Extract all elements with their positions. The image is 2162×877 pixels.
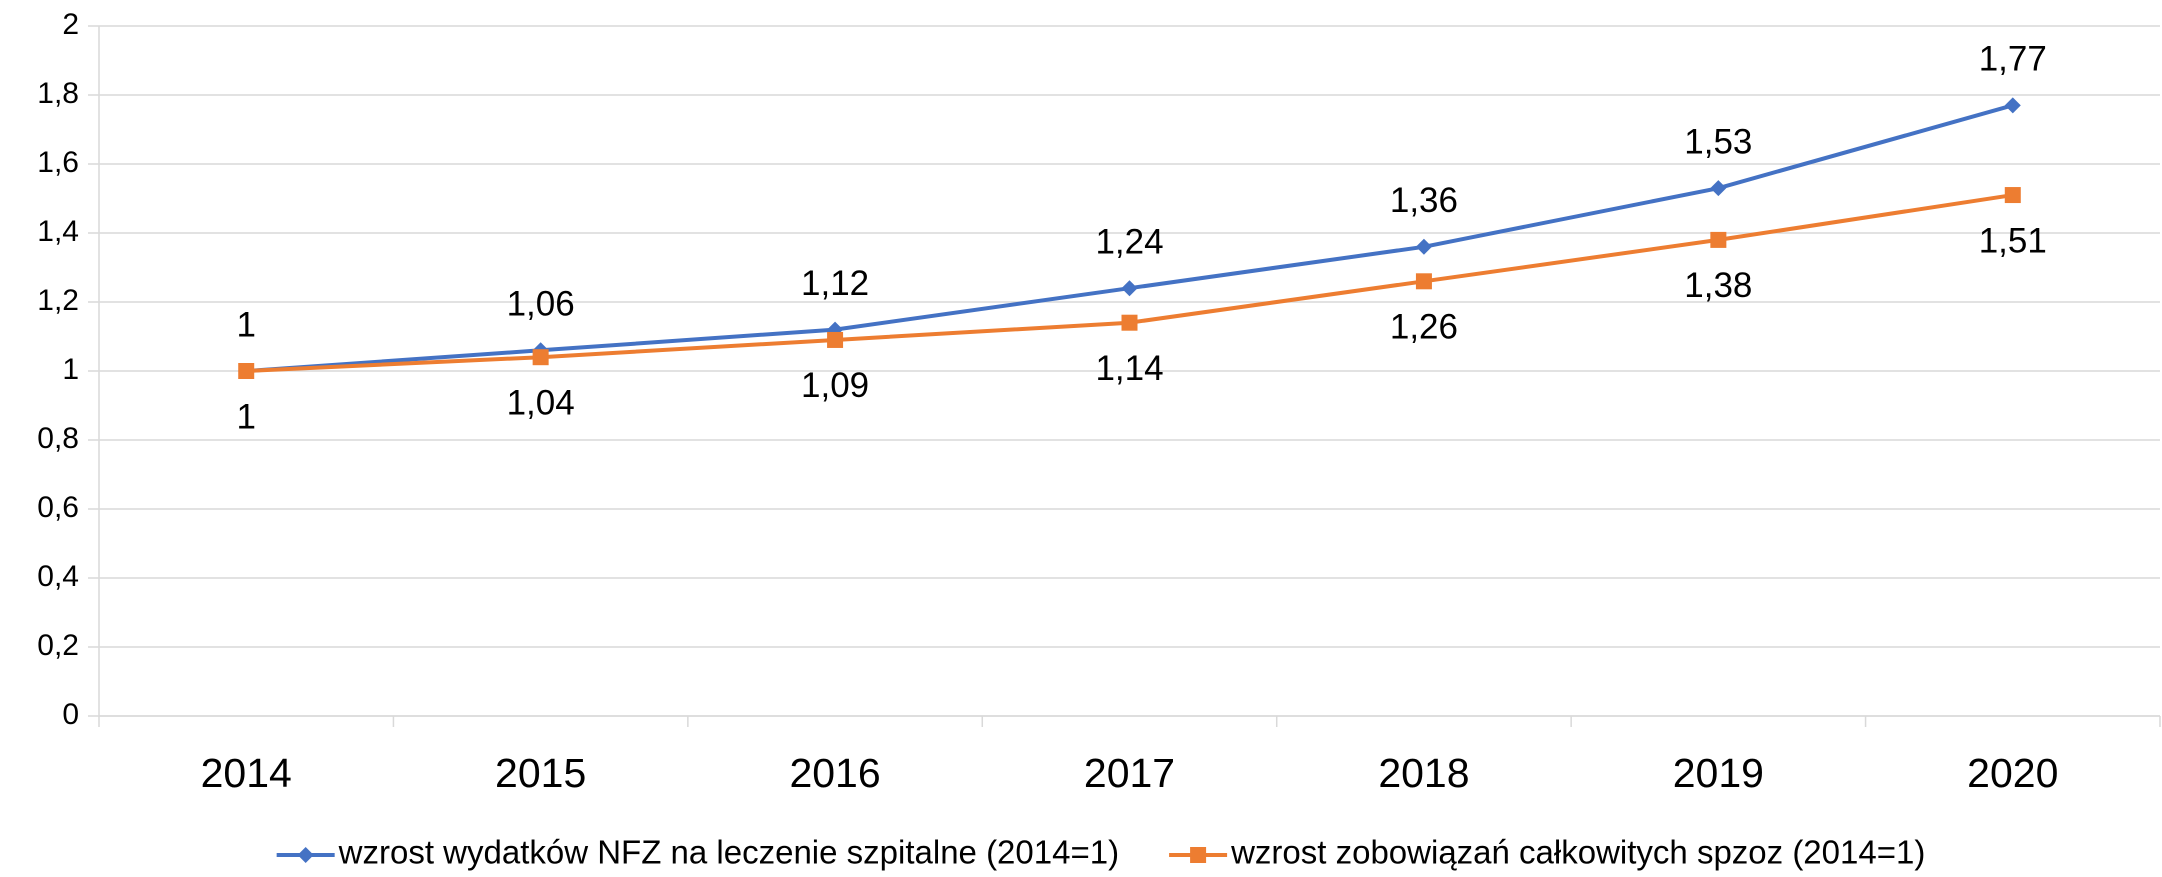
data-label: 1,51 <box>1979 221 2047 260</box>
data-label: 1,04 <box>507 383 575 422</box>
marker <box>1121 314 1138 331</box>
marker <box>1710 180 1727 197</box>
y-tick-label: 1,4 <box>37 215 79 248</box>
legend-label: wzrost zobowiązań całkowitych spzoz (201… <box>1230 834 1925 871</box>
y-tick-label: 0,6 <box>37 491 79 524</box>
x-tick-label: 2018 <box>1378 750 1469 796</box>
data-label: 1,38 <box>1684 266 1752 305</box>
data-label: 1,53 <box>1684 122 1752 161</box>
x-tick-label: 2014 <box>201 750 292 796</box>
x-tick-label: 2019 <box>1673 750 1764 796</box>
data-label: 1,77 <box>1979 40 2047 79</box>
marker <box>1710 231 1727 248</box>
y-tick-label: 0 <box>62 698 79 731</box>
y-tick-label: 0,2 <box>37 629 79 662</box>
data-label: 1,36 <box>1390 181 1458 220</box>
y-tick-label: 1,2 <box>37 284 79 317</box>
x-tick-label: 2017 <box>1084 750 1175 796</box>
y-tick-label: 0,8 <box>37 422 79 455</box>
y-tick-label: 1,8 <box>37 77 79 110</box>
marker <box>1415 273 1432 290</box>
marker <box>1121 280 1138 297</box>
legend: wzrost wydatków NFZ na leczenie szpitaln… <box>276 834 1925 871</box>
y-tick-label: 1 <box>62 353 79 386</box>
data-label: 1,09 <box>801 366 869 405</box>
data-label: 1,06 <box>507 285 575 324</box>
x-tick-label: 2015 <box>495 750 586 796</box>
legend-marker <box>1190 847 1207 863</box>
y-tick-label: 0,4 <box>37 560 79 593</box>
x-tick-label: 2020 <box>1967 750 2058 796</box>
marker <box>1415 238 1432 255</box>
x-tick-label: 2016 <box>789 750 880 796</box>
data-label: 1,26 <box>1390 308 1458 347</box>
data-label: 1 <box>236 305 255 344</box>
marker <box>2004 187 2021 204</box>
y-tick-label: 2 <box>62 8 79 41</box>
data-label: 1,14 <box>1095 349 1163 388</box>
legend-label: wzrost wydatków NFZ na leczenie szpitaln… <box>338 834 1119 871</box>
y-tick-label: 1,6 <box>37 146 79 179</box>
legend-marker <box>297 847 314 863</box>
marker <box>2004 97 2021 114</box>
data-label: 1 <box>236 397 255 436</box>
data-label: 1,12 <box>801 264 869 303</box>
marker <box>238 363 255 379</box>
marker <box>827 331 844 348</box>
data-label: 1,24 <box>1095 222 1163 261</box>
marker <box>532 349 549 366</box>
